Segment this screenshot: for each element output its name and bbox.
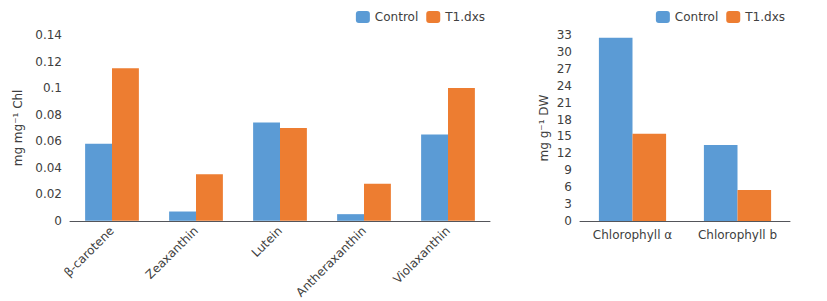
svg-text:T1.dxs: T1.dxs bbox=[744, 10, 785, 24]
svg-text:β-carotene: β-carotene bbox=[61, 224, 117, 280]
svg-text:6: 6 bbox=[564, 180, 572, 194]
svg-text:18: 18 bbox=[557, 113, 572, 127]
svg-text:24: 24 bbox=[557, 79, 572, 93]
svg-text:Control: Control bbox=[675, 10, 718, 24]
svg-text:9: 9 bbox=[564, 163, 572, 177]
svg-text:T1.dxs: T1.dxs bbox=[444, 10, 485, 24]
svg-text:0.08: 0.08 bbox=[35, 108, 62, 122]
svg-text:mg mg⁻¹ Chl: mg mg⁻¹ Chl bbox=[11, 90, 25, 167]
svg-text:0.02: 0.02 bbox=[35, 187, 62, 201]
svg-text:Violaxanthin: Violaxanthin bbox=[390, 224, 453, 287]
svg-text:27: 27 bbox=[557, 62, 572, 76]
svg-text:0: 0 bbox=[54, 214, 62, 228]
svg-text:Chlorophyll b: Chlorophyll b bbox=[698, 228, 777, 242]
svg-text:0.12: 0.12 bbox=[35, 55, 62, 69]
svg-text:0.06: 0.06 bbox=[35, 134, 62, 148]
svg-text:0.1: 0.1 bbox=[43, 81, 62, 95]
svg-text:mg g⁻¹ DW: mg g⁻¹ DW bbox=[537, 94, 551, 161]
svg-text:Lutein: Lutein bbox=[249, 224, 285, 260]
svg-text:0.14: 0.14 bbox=[35, 28, 62, 42]
svg-text:3: 3 bbox=[564, 197, 572, 211]
svg-text:15: 15 bbox=[557, 129, 572, 143]
svg-text:0.04: 0.04 bbox=[35, 161, 62, 175]
svg-text:33: 33 bbox=[557, 28, 572, 42]
svg-text:Zeaxanthin: Zeaxanthin bbox=[143, 224, 201, 282]
svg-text:12: 12 bbox=[557, 146, 572, 160]
svg-text:Control: Control bbox=[375, 10, 418, 24]
svg-text:30: 30 bbox=[557, 45, 572, 59]
svg-text:Antheraxanthin: Antheraxanthin bbox=[293, 224, 369, 300]
svg-text:21: 21 bbox=[557, 96, 572, 110]
svg-text:0: 0 bbox=[564, 214, 572, 228]
svg-text:Chlorophyll α: Chlorophyll α bbox=[593, 228, 672, 242]
